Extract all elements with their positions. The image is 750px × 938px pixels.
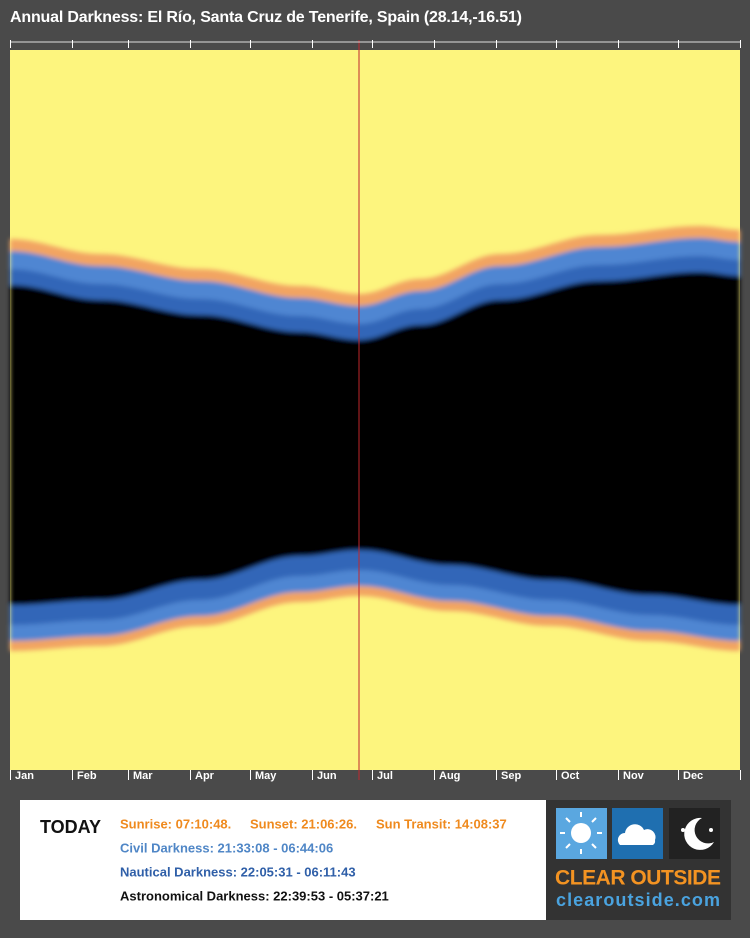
darkness-bands [10,226,740,651]
month-label: Mar [133,770,153,782]
month-label: Dec [683,770,703,782]
night-band [10,272,740,605]
month-label: Apr [195,770,215,782]
cloud-shape [617,824,656,845]
moon-shape [684,817,714,850]
sun-icon-rays [560,812,602,854]
sun-icon-disc [571,823,591,843]
month-label: Jul [377,770,393,782]
logo-brand: CLEAR OUTSIDE [555,867,721,890]
civil-darkness: Civil Darkness: 21:33:08 - 06:44:06 [120,840,333,855]
month-label: Jan [15,770,34,782]
sunrise: Sunrise: 07:10:48. [120,816,231,831]
today-label: TODAY [40,817,101,837]
month-label: May [255,770,277,782]
month-label: Sep [501,770,521,782]
today-panel [20,800,546,920]
star [709,828,713,832]
logo-url: clearoutside.com [556,890,720,910]
month-label: Oct [561,770,580,782]
sunset: Sunset: 21:06:26. [250,816,357,831]
astronomical-darkness: Astronomical Darkness: 22:39:53 - 05:37:… [120,888,389,903]
nautical-darkness: Nautical Darkness: 22:05:31 - 06:11:43 [120,864,356,879]
month-label: Feb [77,770,97,782]
month-axis: Jan Feb Mar Apr May Jun Jul Aug Sep Oct Nov Dec [10,40,741,782]
month-label: Nov [623,770,645,782]
star [681,828,685,832]
title: Annual Darkness: El Río, Santa Cruz de T… [10,9,522,26]
month-label: Aug [439,770,460,782]
month-label: Jun [317,770,337,782]
sun-transit: Sun Transit: 14:08:37 [376,816,507,831]
